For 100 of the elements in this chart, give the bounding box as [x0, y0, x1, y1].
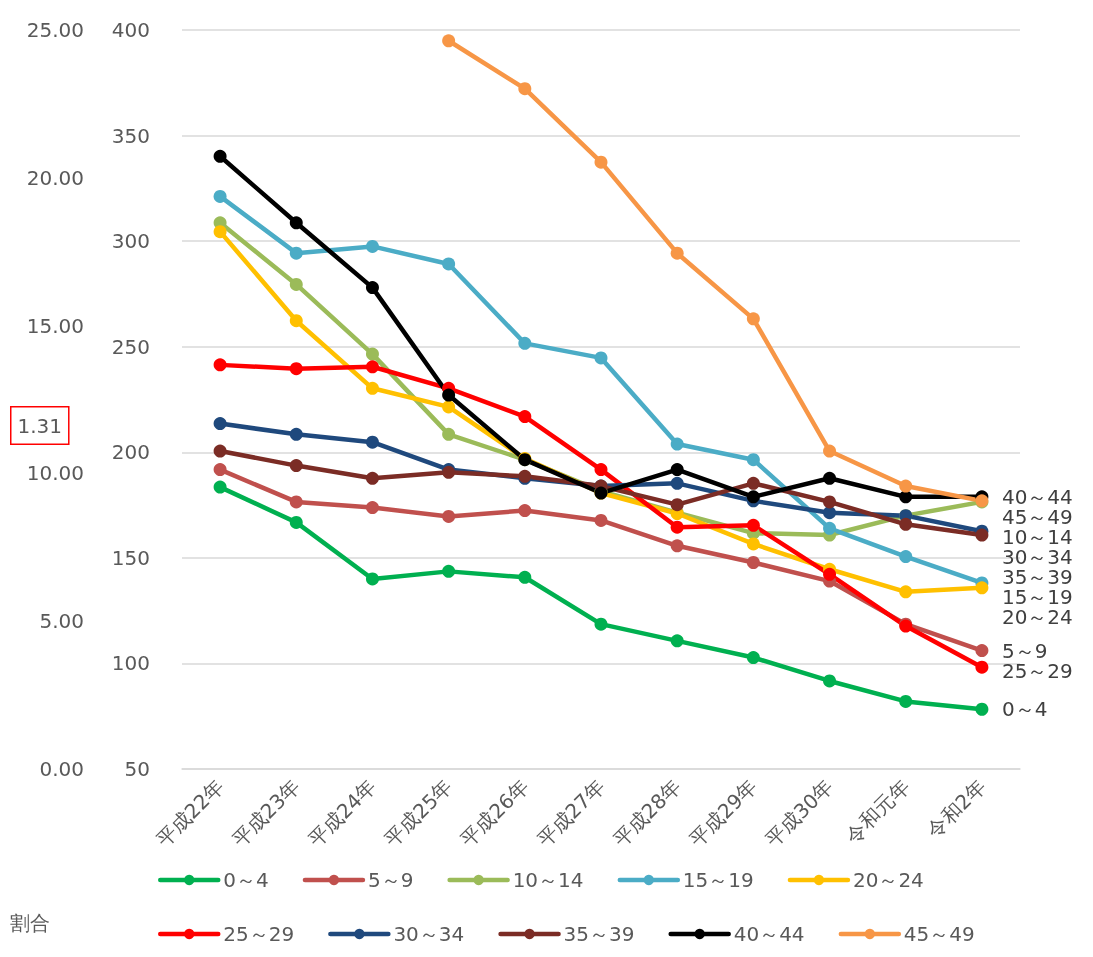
text: 0～4 [1001, 697, 1048, 722]
legend-label: 35～39 [563, 922, 635, 946]
point [289, 314, 303, 328]
y2-tick-label: 20.00 [26, 165, 84, 190]
x-tick-label: 平成25年 [379, 774, 458, 852]
point [670, 498, 684, 512]
point [365, 501, 379, 515]
point [365, 347, 379, 361]
point [670, 246, 684, 260]
legend-label: 25～29 [223, 922, 295, 946]
point [365, 435, 379, 449]
point [213, 189, 227, 203]
point [823, 521, 837, 535]
legend-label: 10～14 [512, 868, 584, 892]
point [670, 476, 684, 490]
legend-label: 20～24 [852, 868, 924, 892]
point [289, 216, 303, 230]
point [213, 149, 227, 163]
point [213, 463, 227, 477]
point [365, 360, 379, 374]
point [289, 495, 303, 509]
point [365, 572, 379, 586]
legend-label: 15～19 [682, 868, 754, 892]
point [899, 585, 913, 599]
point [823, 567, 837, 581]
point [899, 517, 913, 531]
point [899, 479, 913, 493]
y-tick-label: 200 [111, 440, 150, 465]
y-tick-label: 400 [111, 18, 150, 42]
legend-label: 40～44 [733, 922, 805, 946]
point [289, 515, 303, 529]
point [442, 388, 456, 402]
point [746, 453, 760, 467]
point [594, 617, 608, 631]
legend-label: 45～49 [903, 922, 975, 946]
point [365, 381, 379, 395]
y2-tick-label: 0.00 [39, 757, 84, 781]
x-tick-label: 平成28年 [608, 774, 686, 852]
text: 1.31 [17, 413, 63, 438]
point [518, 570, 532, 584]
point [365, 281, 379, 295]
point [823, 471, 837, 485]
y-tick-label: 350 [111, 123, 150, 148]
text: 割合 [10, 911, 50, 935]
x-tick-label: 平成24年 [303, 774, 381, 852]
point [213, 417, 227, 431]
x-tick-label: 平成27年 [532, 774, 610, 852]
x-tick-label: 令和2年 [922, 774, 991, 843]
point [594, 155, 608, 169]
y-tick-label: 50 [124, 757, 150, 781]
point [975, 702, 989, 716]
point [289, 459, 303, 473]
point [365, 471, 379, 485]
y-tick-label: 300 [111, 229, 150, 254]
point [746, 490, 760, 504]
point [518, 82, 532, 96]
legend-label: 30～34 [393, 922, 465, 946]
y-tick-label: 150 [111, 545, 150, 570]
point [670, 634, 684, 648]
point [899, 550, 913, 564]
y2-tick-label: 15.00 [26, 313, 84, 338]
point [213, 358, 227, 372]
point [594, 463, 608, 477]
point [975, 644, 989, 658]
x-tick-label: 平成29年 [684, 774, 762, 852]
point [823, 495, 837, 509]
point [823, 444, 837, 458]
point [670, 437, 684, 451]
y-tick-label: 100 [111, 651, 150, 676]
y2-tick-label: 5.00 [39, 609, 84, 634]
point [746, 518, 760, 532]
point [289, 362, 303, 376]
y2-tick-label: 25.00 [26, 18, 84, 42]
point [670, 520, 684, 534]
point [289, 277, 303, 291]
point [442, 34, 456, 48]
point [289, 246, 303, 260]
y2-tick-label: 10.00 [26, 461, 84, 486]
y-tick-label: 250 [111, 334, 150, 359]
point [442, 509, 456, 523]
x-tick-label: 平成30年 [760, 774, 839, 852]
point [746, 312, 760, 326]
point [975, 528, 989, 542]
point [213, 225, 227, 239]
point [518, 504, 532, 518]
point [746, 651, 760, 665]
point [518, 410, 532, 424]
legend-label: 5～9 [367, 868, 414, 892]
point [899, 694, 913, 708]
point [365, 239, 379, 253]
point [213, 444, 227, 458]
point [670, 463, 684, 477]
point [746, 537, 760, 551]
point [442, 257, 456, 271]
point [823, 506, 837, 520]
point [442, 427, 456, 441]
point [746, 556, 760, 569]
point [975, 660, 989, 674]
point [442, 564, 456, 578]
point [213, 480, 227, 494]
